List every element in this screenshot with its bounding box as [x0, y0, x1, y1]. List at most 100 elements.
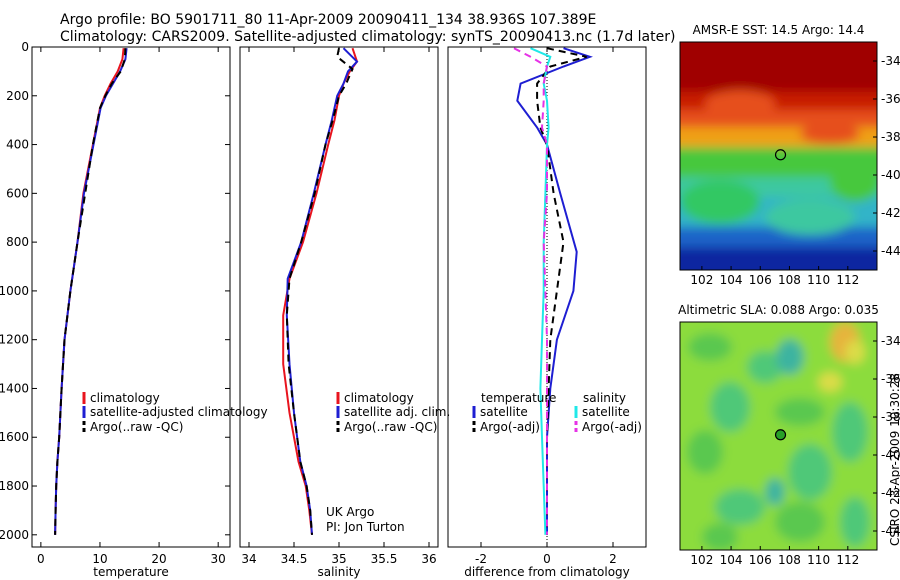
sla-blob-4 — [845, 340, 865, 364]
chart2-xtick-label: 2 — [609, 552, 617, 566]
chart1-xtick-label: 35 — [331, 552, 346, 566]
sla-blob-12 — [775, 502, 825, 542]
map4-ytick-label: -34 — [881, 334, 900, 348]
chart0-ytick-label: 600 — [6, 186, 29, 200]
legend-temp-1-label: satellite-adjusted climatology — [90, 405, 268, 419]
chart1-xlabel: salinity — [317, 565, 360, 579]
map4-ytick-label: -38 — [881, 410, 900, 424]
sla-blob-5 — [710, 382, 750, 432]
map4-xtick-label: 108 — [778, 553, 801, 567]
chart1-xtick-label: 36 — [421, 552, 436, 566]
map4-xtick-label: 112 — [836, 553, 859, 567]
sst-band-8 — [680, 247, 877, 270]
chart0-ytick-label: 800 — [6, 235, 29, 249]
sla-blob-7 — [832, 402, 868, 462]
sla-blob-1 — [747, 351, 783, 383]
sla-blob-16 — [818, 372, 842, 392]
legend-temp-2-label: Argo(..raw -QC) — [90, 420, 183, 434]
sst-blob-b — [800, 124, 860, 144]
chart2-xtick-label: -2 — [475, 552, 487, 566]
chart0-ytick-label: 200 — [6, 89, 29, 103]
map3-xtick-label: 102 — [690, 273, 713, 287]
sla-blob-11 — [715, 489, 765, 525]
legend-diff-1-label: Argo(-adj) — [480, 420, 540, 434]
legend-temp-0-label: climatology — [90, 391, 160, 405]
map3-xtick-label: 108 — [778, 273, 801, 287]
plot-title-line1: Argo profile: BO 5901711_80 11-Apr-2009 … — [60, 12, 597, 28]
chart0-xtick-label: 20 — [151, 552, 166, 566]
chart0-xtick-label: 30 — [211, 552, 226, 566]
map3-ytick-label: -44 — [881, 244, 900, 258]
sla-blob-13 — [840, 497, 870, 547]
chart0-ytick-label: 1800 — [0, 479, 29, 493]
sla-blob-8 — [687, 430, 723, 474]
sst-band-0 — [680, 42, 877, 97]
chart2-xtick-label: 0 — [543, 552, 551, 566]
chart0-xlabel: temperature — [93, 565, 168, 579]
sla-blob-10 — [788, 444, 832, 500]
sst-blob-c — [680, 180, 760, 224]
chart0-xtick-label: 10 — [92, 552, 107, 566]
map4-argo-marker — [774, 429, 787, 441]
chart0-ytick-label: 1400 — [0, 381, 29, 395]
sst-blob-d — [765, 199, 855, 235]
chart1-series-2 — [285, 47, 354, 535]
chart0-ytick-label: 0 — [21, 40, 29, 54]
legend-diff-title-salinity: salinity — [583, 391, 626, 405]
chart1-xtick-label: 34.5 — [281, 552, 308, 566]
map3-xtick-label: 106 — [749, 273, 772, 287]
map4-xtick-label: 110 — [807, 553, 830, 567]
map4-ytick-label: -40 — [881, 448, 900, 462]
chart0-ytick-label: 1000 — [0, 284, 29, 298]
chart0-ytick-label: 1600 — [0, 430, 29, 444]
plot-title-line2: Climatology: CARS2009. Satellite-adjuste… — [60, 29, 676, 45]
legend-sal-2-label: Argo(..raw -QC) — [344, 420, 437, 434]
map4-xtick-label: 104 — [720, 553, 743, 567]
chart0-ytick-label: 1200 — [0, 333, 29, 347]
map3-ytick-label: -38 — [881, 130, 900, 144]
chart2-series-2 — [530, 47, 552, 535]
map3-blur — [680, 42, 877, 270]
map4-ytick-label: -42 — [881, 486, 900, 500]
chart2-xlabel: difference from climatology — [464, 565, 630, 579]
sla-blob-15 — [765, 478, 785, 506]
chart0-series-1 — [54, 48, 128, 535]
map3-xtick-label: 110 — [807, 273, 830, 287]
sla-blob-9 — [740, 444, 780, 480]
sla-blob-14 — [702, 523, 738, 550]
map4-xtick-label: 102 — [690, 553, 713, 567]
map3-argo-marker — [774, 149, 787, 161]
legend-diff-title-temperature: temperature — [481, 391, 556, 405]
map4-frame — [679, 321, 878, 551]
chart0-frame — [31, 46, 231, 548]
map3-ytick-label: -40 — [881, 168, 900, 182]
sla-blob-0 — [688, 333, 732, 361]
sla-blob-2 — [776, 339, 804, 375]
sla-blob-6 — [775, 398, 825, 426]
chart0-xtick-label: 0 — [37, 552, 45, 566]
credit-csiro: CSIRO 23-Apr-2009 10:30:28 — [888, 372, 900, 546]
map3-ytick-label: -42 — [881, 206, 900, 220]
chart1-xtick-label: 35.5 — [371, 552, 398, 566]
legend-sal-0-label: climatology — [344, 391, 414, 405]
map4-xtick-label: 106 — [749, 553, 772, 567]
map4-ytick-label: -36 — [881, 372, 900, 386]
legend-diff-0-label: satellite — [480, 405, 528, 419]
map4-ytick-label: -44 — [881, 524, 900, 538]
map3-xtick-label: 104 — [720, 273, 743, 287]
sst-blob-a — [705, 90, 775, 118]
credit-uk-argo: UK Argo — [326, 505, 375, 519]
legend-diff-3-label: Argo(-adj) — [582, 420, 642, 434]
credit-pi: PI: Jon Turton — [326, 520, 405, 534]
chart2-series-0 — [516, 47, 593, 535]
legend-sal-1-label: satellite adj. clim. — [344, 405, 450, 419]
chart1-xtick-label: 34 — [241, 552, 256, 566]
legend-diff-2-label: satellite — [582, 405, 630, 419]
map4-title: Altimetric SLA: 0.088 Argo: 0.035 — [678, 303, 879, 317]
map3-field — [680, 42, 877, 270]
map3-title: AMSR-E SST: 14.5 Argo: 14.4 — [693, 23, 865, 37]
sst-blob-e — [830, 162, 877, 202]
map3-ytick-label: -34 — [881, 54, 900, 68]
chart0-ytick-label: 400 — [6, 138, 29, 152]
